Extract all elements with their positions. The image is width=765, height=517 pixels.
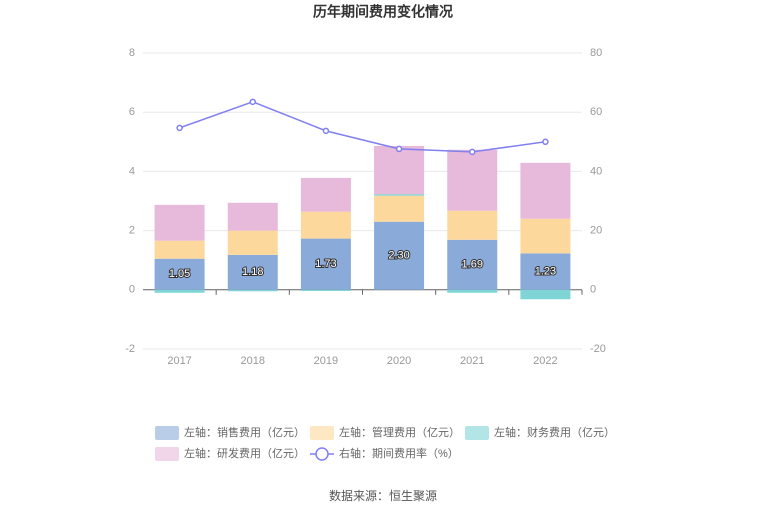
y2-tick-label: 20 [590,225,602,237]
y2-tick-label: 0 [590,284,596,296]
x-tick-label: 2022 [533,355,557,367]
bar-segment [520,253,571,290]
bar-segment [154,240,205,259]
bar-segment [447,239,498,290]
legend-swatch [155,426,179,440]
line [179,101,546,153]
data-label: 1.69 [462,259,483,271]
legend-swatch [465,426,489,440]
bar-segment [300,289,351,291]
bar-segment [374,145,425,195]
x-tick-label: 2020 [387,355,411,367]
data-label: 2.30 [388,250,409,262]
bar-segment [227,254,278,290]
legend-swatch [155,447,179,461]
x-tick-label: 2017 [167,355,191,367]
grid [143,52,582,350]
y2-tick-label: 40 [590,165,602,177]
line-point [395,145,403,153]
chart-title: 历年期间费用变化情况 [313,4,453,20]
bar-segment [154,258,205,290]
y2-tick-label: 80 [590,47,602,59]
bar-segment [154,204,205,241]
line-point [469,148,476,156]
y-tick-label: 6 [129,106,135,118]
bar-segment [227,230,278,255]
bar-segment [374,195,425,222]
bar-segment [154,289,205,293]
x-tick-label: 2019 [314,355,338,367]
bar-segment [300,211,351,239]
legend-label: 左轴：销售费用（亿元） [184,425,305,439]
y-tick-label: -2 [125,343,135,355]
bar-segment [227,289,278,292]
x-tick-label: 2021 [460,355,484,367]
y2-tick-label: -20 [590,343,606,355]
legend-label: 左轴：管理费用（亿元） [339,425,460,439]
y-tick-label: 4 [129,165,135,177]
y-tick-label: 2 [129,225,135,237]
bar-segment [520,289,571,300]
legend-swatch [310,426,334,440]
legend-item: 左轴：财务费用（亿元） [465,425,615,440]
bar-segment [447,149,498,211]
y-tick-label: 0 [129,284,135,296]
legend-label: 左轴：研发费用（亿元） [184,446,305,460]
bar-segment [300,238,351,290]
bar-segment [447,289,498,293]
line-point [176,124,183,132]
y2-tick-label: 60 [590,106,602,118]
legend-item: 左轴：研发费用（亿元） [155,446,305,461]
line-point [542,138,549,146]
legend-item: 右轴：期间费用率（%） [310,446,459,461]
legend-label: 左轴：财务费用（亿元） [494,425,615,439]
y-tick-label: 8 [129,47,135,59]
bar-segment [300,177,351,212]
line-point [249,98,256,106]
data-label: 1.05 [169,268,190,280]
bar-segment [227,202,278,231]
bar-segment [374,194,425,196]
data-label: 1.23 [535,266,556,278]
data-label: 1.73 [315,258,336,270]
bar-segment [374,221,425,290]
legend-item: 左轴：管理费用（亿元） [310,425,460,440]
bar-segment [447,210,498,240]
source: 数据来源：恒生聚源 [329,488,437,503]
data-label: 1.18 [242,266,263,278]
line-point [322,127,330,135]
x-tick-label: 2018 [241,355,265,367]
bar-segment [520,162,571,219]
legend-label: 右轴：期间费用率（%） [339,446,459,460]
legend-marker [315,447,329,461]
bar-segment [520,218,571,254]
legend-item: 左轴：销售费用（亿元） [155,425,305,440]
